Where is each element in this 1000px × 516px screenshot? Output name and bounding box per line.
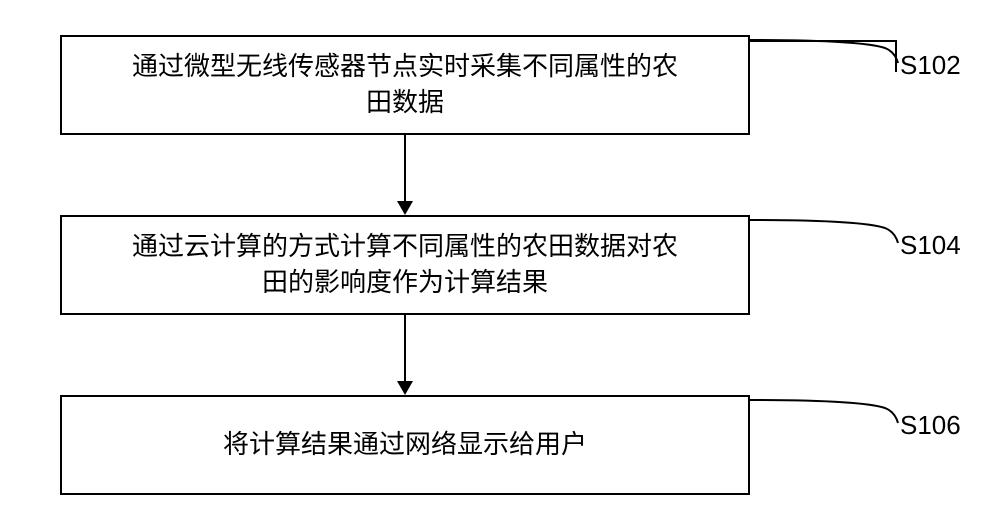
flow-step-2: 通过云计算的方式计算不同属性的农田数据对农 田的影响度作为计算结果 [60, 215, 750, 315]
arrow-2-line [404, 315, 406, 381]
label-connector-3-shape [750, 398, 900, 433]
flow-step-1-line1: 通过微型无线传感器节点实时采集不同属性的农 [132, 52, 678, 81]
flow-step-2-text: 通过云计算的方式计算不同属性的农田数据对农 田的影响度作为计算结果 [132, 229, 678, 302]
flow-step-3-text: 将计算结果通过网络显示给用户 [223, 427, 587, 463]
flow-step-1-text: 通过微型无线传感器节点实时采集不同属性的农 田数据 [132, 49, 678, 122]
flow-step-1: 通过微型无线传感器节点实时采集不同属性的农 田数据 [60, 35, 750, 135]
arrow-2-head [397, 381, 413, 395]
flow-step-2-line1: 通过云计算的方式计算不同属性的农田数据对农 [132, 232, 678, 261]
step-label-1: S102 [900, 50, 961, 81]
arrow-1-line [404, 135, 406, 201]
step-label-2: S104 [900, 230, 961, 261]
arrow-1-head [397, 201, 413, 215]
flow-step-2-line2: 田的影响度作为计算结果 [262, 268, 548, 297]
flow-step-1-line2: 田数据 [366, 88, 444, 117]
flow-step-3: 将计算结果通过网络显示给用户 [60, 395, 750, 495]
step-label-3: S106 [900, 410, 961, 441]
label-connector-1-shape [750, 38, 900, 73]
flowchart: 通过微型无线传感器节点实时采集不同属性的农 田数据 S102 通过云计算的方式计… [20, 20, 980, 496]
label-connector-2-shape [750, 218, 900, 253]
flow-step-3-line1: 将计算结果通过网络显示给用户 [223, 430, 587, 459]
